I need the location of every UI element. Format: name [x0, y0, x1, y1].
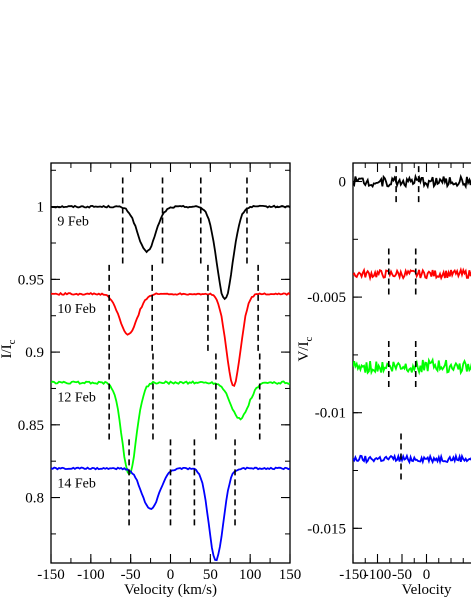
y-tick-label: 0.95: [18, 272, 44, 288]
x-tick-label: 100: [239, 567, 262, 583]
series-line: [51, 204, 290, 301]
series-label: 10 Feb: [57, 302, 96, 317]
y-tick-label: -0.005: [307, 290, 346, 306]
x-tick-label: 0: [167, 567, 175, 583]
series-line: [51, 291, 290, 388]
y-tick-label: 0.85: [18, 418, 44, 434]
y-tick-label: 0.8: [25, 491, 44, 507]
x-axis-title: Velocity: [402, 582, 452, 598]
y-axis-title: I/Ic: [0, 339, 18, 358]
x-tick-label: -50: [392, 567, 412, 583]
x-tick-label: -50: [121, 567, 141, 583]
y-tick-label: 0.9: [25, 345, 44, 361]
series-line: [353, 266, 471, 282]
x-tick-label: -150: [339, 567, 367, 583]
series-line: [353, 173, 471, 190]
intensity-panel: -150 -100 -50 0 50 100 150 0.8 0.85 0.9 0.95 1 Veloc…: [0, 162, 302, 598]
y-axis-title: V/Ic: [296, 336, 315, 361]
x-axis-title: Velocity (km/s): [124, 582, 217, 598]
series-label: 14 Feb: [57, 476, 96, 491]
series-label: 12 Feb: [57, 391, 96, 406]
series-line: [51, 380, 290, 476]
x-tick-label: -100: [364, 567, 392, 583]
y-tick-label: -0.015: [307, 521, 346, 537]
series-label: 9 Feb: [57, 215, 89, 230]
y-tick-label: 1: [37, 200, 45, 216]
y-tick-label: -0.01: [315, 406, 346, 422]
stokes-v-panel: -150-100 -50 0-0.015-0.01-0.0050VelocityV/…: [296, 162, 471, 598]
x-tick-label: -100: [77, 567, 105, 583]
x-tick-label: 0: [423, 567, 431, 583]
y-tick-label: 0: [339, 174, 347, 190]
x-tick-label: 50: [203, 567, 218, 583]
x-tick-label: 150: [279, 567, 302, 583]
series-line: [353, 357, 471, 376]
x-tick-label: -150: [37, 567, 65, 583]
series-line: [353, 452, 471, 465]
